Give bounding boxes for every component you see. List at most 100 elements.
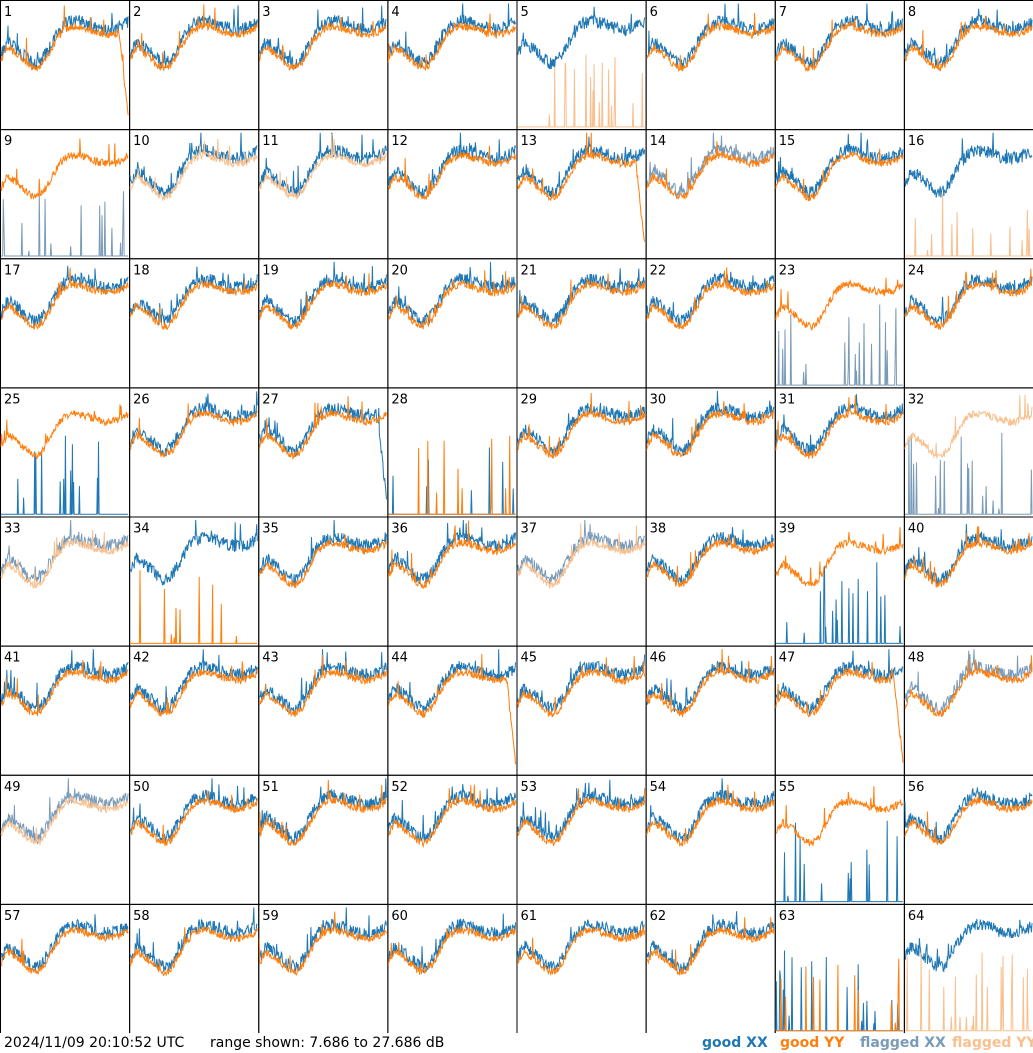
series-yy-58	[129, 926, 258, 977]
series-yy-24	[904, 268, 1033, 330]
series-yy-37	[517, 523, 646, 589]
series-xx-55	[775, 820, 903, 903]
panel-6: 6	[645, 0, 776, 131]
panel-45: 45	[516, 645, 647, 776]
panel-42: 42	[129, 645, 260, 776]
panel-label: 47	[779, 651, 796, 666]
footer: 2024/11/09 20:10:52 UTC range shown: 7.6…	[0, 1033, 1033, 1053]
panel-frame	[387, 0, 518, 131]
series-yy-7	[775, 18, 904, 72]
panel-21: 21	[516, 258, 647, 389]
series-yy-23	[775, 277, 904, 332]
series-yy-45	[517, 656, 646, 718]
panel-2: 2	[129, 0, 260, 131]
panel-10: 10	[129, 129, 260, 260]
series-xx-30	[646, 390, 775, 457]
panel-4: 4	[387, 0, 518, 131]
panel-label: 32	[908, 392, 925, 407]
series-xx-35	[259, 519, 387, 587]
series-xx-9	[1, 191, 129, 257]
series-xx-4	[387, 3, 516, 68]
series-xx-24	[904, 274, 1033, 326]
panel-31: 31	[774, 387, 905, 518]
series-yy-15	[775, 148, 904, 202]
series-xx-60	[387, 913, 516, 973]
series-xx-33	[0, 519, 129, 583]
panel-62: 62	[645, 903, 776, 1033]
panel-label: 4	[391, 5, 399, 20]
panel-label: 58	[133, 909, 150, 924]
series-xx-63	[775, 950, 903, 1032]
panel-label: 34	[133, 522, 150, 537]
series-yy-60	[387, 925, 516, 975]
panel-label: 30	[650, 392, 667, 407]
series-yy-18	[129, 279, 258, 330]
series-xx-53	[517, 779, 646, 843]
panel-frame	[0, 129, 131, 260]
legend-good-yy: good YY	[780, 1035, 845, 1051]
series-yy-53	[517, 788, 646, 847]
series-yy-43	[258, 654, 387, 718]
series-yy-13	[517, 132, 646, 242]
series-yy-5	[517, 54, 645, 128]
series-yy-14	[646, 141, 775, 200]
series-yy-56	[904, 793, 1033, 846]
panel-50: 50	[129, 774, 260, 905]
series-yy-35	[258, 534, 387, 589]
panel-label: 33	[4, 522, 21, 537]
panel-15: 15	[774, 129, 905, 260]
panel-frame	[903, 0, 1033, 131]
panel-label: 43	[262, 651, 279, 666]
panel-59: 59	[258, 903, 389, 1033]
panel-label: 27	[262, 392, 279, 407]
panel-33: 33	[0, 516, 131, 647]
panel-16: 16	[903, 129, 1033, 260]
panel-9: 9	[0, 129, 131, 260]
panel-label: 17	[4, 263, 21, 278]
panel-label: 19	[262, 263, 279, 278]
series-yy-34	[130, 570, 258, 644]
series-yy-38	[646, 534, 775, 588]
panel-3: 3	[258, 0, 389, 131]
series-yy-47	[775, 662, 904, 763]
panel-label: 23	[779, 263, 796, 278]
series-yy-1	[0, 5, 129, 116]
series-yy-11	[258, 133, 387, 200]
panel-18: 18	[129, 258, 260, 389]
panel-label: 24	[908, 263, 925, 278]
series-xx-38	[646, 527, 775, 585]
series-yy-9	[0, 138, 129, 200]
series-yy-44	[387, 653, 516, 765]
panel-frame	[258, 0, 389, 131]
series-yy-30	[646, 401, 775, 458]
legend-flagged-yy: flagged YY	[952, 1035, 1033, 1051]
panel-61: 61	[516, 903, 647, 1033]
panel-label: 57	[4, 909, 21, 924]
series-yy-61	[517, 926, 646, 976]
panel-label: 40	[908, 522, 925, 537]
panel-label: 41	[4, 651, 21, 666]
panel-label: 3	[262, 5, 270, 20]
panel-13: 13	[516, 129, 647, 260]
series-yy-55	[775, 786, 904, 847]
series-xx-16	[904, 132, 1033, 198]
series-xx-13	[517, 136, 646, 199]
panel-35: 35	[258, 516, 389, 647]
panel-label: 5	[521, 5, 529, 20]
series-xx-5	[517, 6, 646, 70]
series-yy-46	[646, 649, 775, 718]
panel-48: 48	[903, 645, 1033, 776]
series-xx-32	[904, 432, 1033, 515]
panel-label: 56	[908, 780, 925, 795]
panel-51: 51	[258, 774, 389, 905]
panel-label: 21	[521, 263, 538, 278]
panel-17: 17	[0, 258, 131, 389]
panel-label: 10	[133, 134, 150, 149]
panel-label: 61	[521, 909, 538, 924]
legend-flagged-xx: flagged XX	[860, 1035, 946, 1051]
panel-24: 24	[903, 258, 1033, 389]
series-xx-28	[388, 447, 516, 515]
panel-53: 53	[516, 774, 647, 905]
panel-11: 11	[258, 129, 389, 260]
